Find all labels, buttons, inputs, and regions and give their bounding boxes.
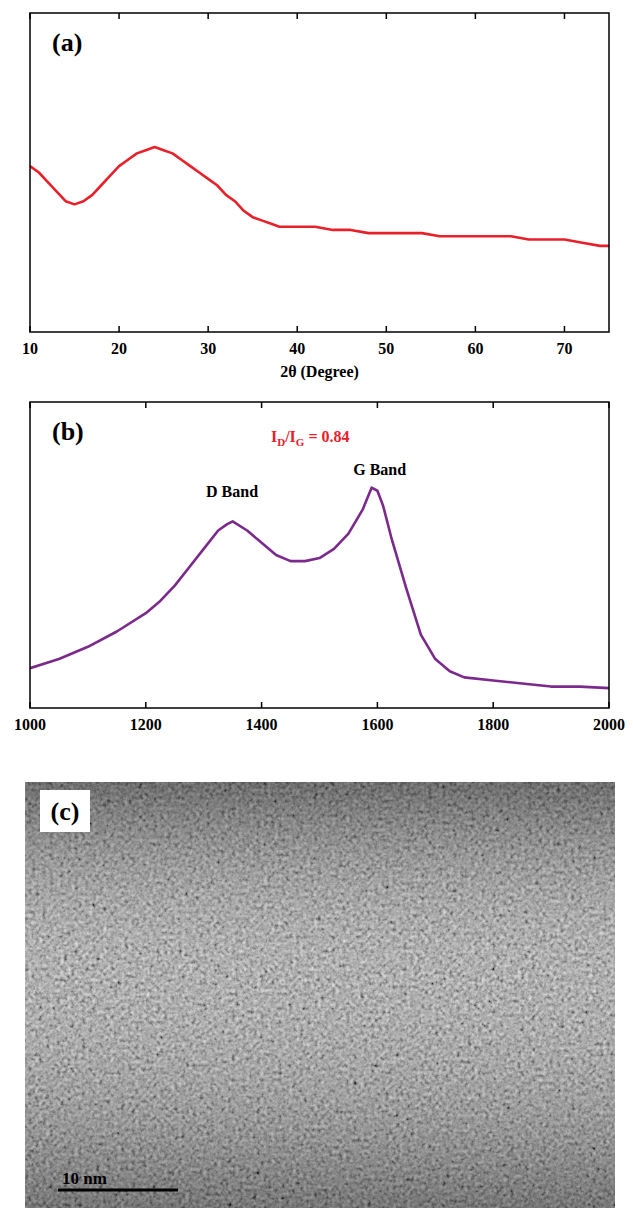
frame [30,402,609,708]
x-tick [386,326,388,332]
panel-2: 100012001400160018002000(b)ID/IG = 0.84D… [14,402,625,733]
x-tick [608,702,610,708]
annotation: G Band [353,461,406,478]
x-tick [29,326,31,332]
scale-bar-label: 10 nm [62,1169,107,1188]
x-tick [564,326,566,332]
x-tick-top [261,402,263,408]
x-tick-top [492,402,494,408]
x-tick-top [296,13,298,19]
x-tick [118,326,120,332]
text-part: G Band [353,461,406,478]
x-tick-label: 20 [111,340,127,357]
x-tick [29,702,31,708]
panel-label: (b) [52,417,84,446]
subscript: D [277,436,285,448]
x-tick [377,702,379,708]
x-tick-top [608,402,610,408]
x-tick-label: 60 [467,340,483,357]
text-part: D Band [206,483,258,500]
x-tick-label: 1400 [246,716,278,733]
text-part: = 0.84 [304,428,349,445]
x-tick [145,702,147,708]
x-tick-top [475,13,477,19]
x-tick-top [207,13,209,19]
x-tick-label: 70 [556,340,572,357]
x-tick [207,326,209,332]
x-tick-label: 50 [378,340,394,357]
data-group [30,147,609,246]
x-tick-label: 1600 [361,716,393,733]
x-tick-top [564,13,566,19]
panel-label: (c) [51,797,80,826]
x-tick-top [118,13,120,19]
frame [30,13,609,332]
figure: 10 20 30 40 50 60 70 2θ (Degree) (a) 1000 1200 1400… [0,0,633,1214]
x-tick-label: 40 [289,340,305,357]
x-tick-top [29,13,31,19]
x-tick-top [377,402,379,408]
data-group [30,488,609,688]
text-part: /I [284,428,296,445]
x-tick-label: 1000 [14,716,46,733]
micrograph-panel: (c) 10 nm [25,782,615,1208]
micrograph-texture [25,782,615,1208]
x-tick-top [386,13,388,19]
scale-bar [58,1189,178,1192]
x-tick-label: 2000 [593,716,625,733]
micrograph-shade [25,782,615,1208]
micrograph [25,782,615,1208]
curve [30,147,609,246]
annotation: ID/IG = 0.84 [271,428,350,448]
x-tick-label: 30 [200,340,216,357]
panel-label: (a) [52,28,82,57]
x-tick-label: 10 [22,340,38,357]
x-tick-label: 1800 [477,716,509,733]
x-tick-top [29,402,31,408]
label-patch [40,790,90,832]
curve [30,488,609,688]
x-tick [492,702,494,708]
x-tick [475,326,477,332]
x-tick-top [145,402,147,408]
x-tick [296,326,298,332]
annotation: D Band [206,483,258,500]
x-tick-label: 1200 [130,716,162,733]
x-tick [261,702,263,708]
micrograph-base [25,782,615,1208]
panel-1: 10 20 30 40 50 60 70 2θ (Degree) (a) [22,13,609,381]
x-axis-title: 2θ (Degree) [280,363,359,381]
